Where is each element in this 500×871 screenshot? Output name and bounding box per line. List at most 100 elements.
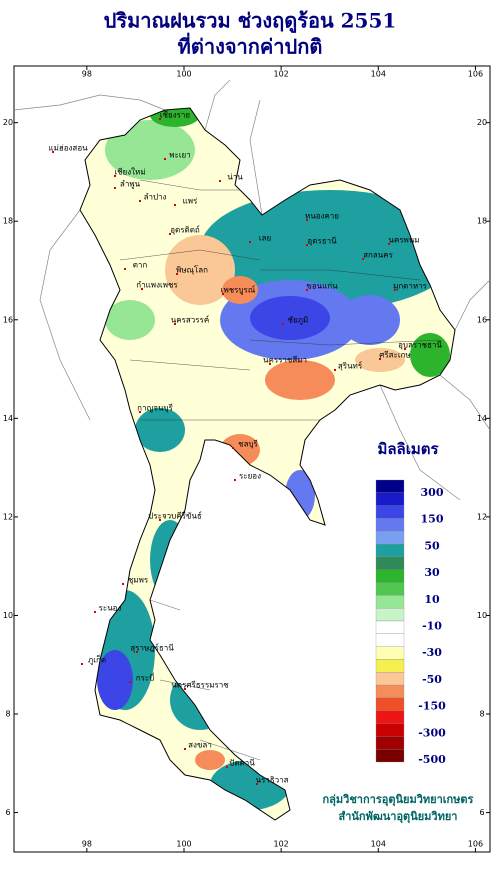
place-label: ลำปาง: [144, 193, 167, 202]
station-dot: [94, 611, 96, 613]
station-dot: [136, 651, 138, 653]
station-dot: [129, 681, 131, 683]
legend-swatch: [375, 556, 405, 570]
station-dot: [122, 583, 124, 585]
legend-swatch: [375, 672, 405, 686]
place-label: เพชรบูรณ์: [221, 285, 256, 296]
station-dot: [394, 289, 396, 291]
lon-tick-label: 98: [82, 840, 92, 849]
lat-tick-label: 8: [5, 710, 10, 719]
legend-label: -500: [418, 753, 446, 766]
place-label: ปัตตานี: [229, 759, 255, 768]
legend-swatch: [375, 569, 405, 583]
legend-swatch: [375, 633, 405, 647]
credit: กลุ่มวิชาการอุตุนิยมวิทยาเกษตร: [323, 793, 474, 807]
lat-tick-label: 12: [3, 512, 13, 521]
place-label: ขอนแก่น: [306, 282, 338, 291]
lat-tick-label: 14: [477, 414, 487, 423]
station-dot: [114, 175, 116, 177]
station-dot: [164, 158, 166, 160]
station-dot: [404, 348, 406, 350]
lon-tick-label: 104: [371, 70, 386, 79]
place-label: อุตรดิตถ์: [170, 225, 200, 235]
station-dot: [124, 268, 126, 270]
legend-label: 30: [424, 566, 440, 579]
legend-label: -50: [422, 673, 442, 686]
lat-tick-label: 16: [477, 315, 487, 324]
legend: 300 150 50 30 10 -10 -30 -50 -150 -300 -500: [375, 479, 446, 766]
legend-swatch: [375, 505, 405, 519]
place-label: ศรีสะเกษ: [379, 351, 410, 360]
station-dot: [226, 766, 228, 768]
station-dot: [176, 273, 178, 275]
lat-tick-label: 10: [3, 611, 13, 620]
legend-swatch: [375, 723, 405, 737]
lat-tick-label: 14: [3, 414, 13, 423]
lon-tick-label: 100: [176, 840, 191, 849]
place-label: เลย: [259, 234, 271, 243]
legend-swatch: [375, 479, 405, 493]
place-label: เชียงใหม่: [114, 168, 145, 177]
place-label: ชัยภูมิ: [288, 316, 309, 326]
place-label: ระนอง: [99, 604, 122, 613]
lat-tick-label: 16: [3, 315, 13, 324]
place-label: สงขลา: [188, 741, 212, 750]
lat-tick-label: 10: [477, 611, 487, 620]
place-label: ภูเก็ต: [88, 655, 106, 666]
place-label: ลำพูน: [120, 180, 141, 190]
station-dot: [234, 479, 236, 481]
station-dot: [306, 219, 308, 221]
legend-swatch: [375, 710, 405, 724]
lon-tick-label: 102: [274, 70, 289, 79]
place-label: หนองคาย: [305, 212, 339, 221]
credit: สำนักพัฒนาอุตุนิยมวิทยา: [339, 810, 458, 824]
lon-tick-label: 98: [82, 70, 92, 79]
station-dot: [139, 411, 141, 413]
station-dot: [174, 204, 176, 206]
station-dot: [334, 369, 336, 371]
place-label: สุราษฎร์ธานี: [130, 643, 174, 653]
legend-label: 50: [424, 539, 440, 552]
place-label: ตาก: [133, 261, 148, 270]
place-label: นราธิวาส: [255, 776, 288, 785]
station-dot: [256, 783, 258, 785]
lon-tick-label: 106: [468, 840, 483, 849]
station-dot: [306, 244, 308, 246]
place-label: นครราชสีมา: [263, 356, 307, 365]
lat-tick-label: 6: [5, 808, 10, 817]
place-label: สกลนคร: [363, 251, 393, 260]
legend-label: 150: [421, 513, 444, 526]
place-label: กำแพงเพชร: [136, 281, 178, 290]
legend-swatch: [375, 531, 405, 545]
place-label: ชุมพร: [128, 576, 149, 585]
station-dot: [219, 180, 221, 182]
place-label: น่าน: [227, 173, 243, 182]
lat-tick-label: 6: [479, 808, 484, 817]
station-dot: [169, 233, 171, 235]
title: ปริมาณฝนรวม ช่วงฤดูร้อน 2551: [104, 9, 397, 35]
legend-label: -30: [422, 646, 442, 659]
station-dot: [282, 323, 284, 325]
place-label: แพร่: [183, 197, 198, 206]
place-label: แม่ฮ่องสอน: [48, 144, 88, 153]
lon-tick-label: 106: [468, 70, 483, 79]
station-dot: [114, 187, 116, 189]
lat-tick-label: 18: [3, 217, 13, 226]
station-dot: [159, 118, 161, 120]
place-label: นครศรีธรรมราช: [171, 681, 229, 690]
lon-tick-label: 102: [274, 840, 289, 849]
legend-swatch: [375, 595, 405, 609]
province-borders: [119, 179, 441, 761]
legend-swatch: [375, 608, 405, 622]
legend-swatch: [375, 736, 405, 750]
legend-swatch: [375, 620, 405, 634]
lat-tick-label: 20: [477, 118, 487, 127]
legend-swatch: [375, 684, 405, 699]
place-label: พะเยา: [169, 151, 190, 160]
legend-swatch: [375, 646, 405, 660]
station-dot: [141, 288, 143, 290]
legend-label: 300: [421, 486, 444, 499]
legend-swatch: [375, 749, 405, 763]
